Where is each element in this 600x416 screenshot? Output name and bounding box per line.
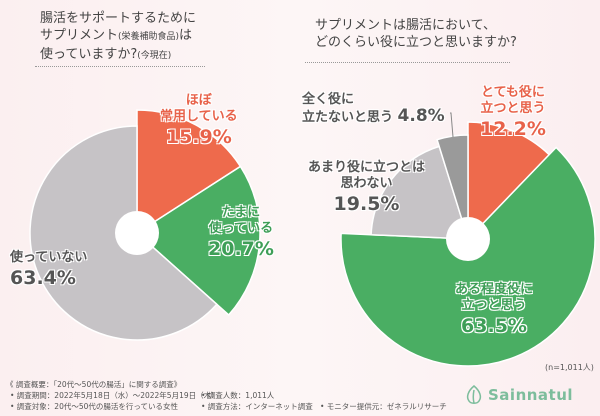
- label-not-useful: 全く役に立たないと思う 4.8%: [302, 92, 445, 126]
- q1-line3-text: 使っていますか?: [40, 47, 138, 62]
- pct-label: 12.2%: [480, 118, 546, 140]
- label-text: あまり役に立つとは: [308, 160, 426, 175]
- label-very-useful: とても役に 立つと思う 12.2%: [480, 85, 546, 141]
- pie-slice: [136, 109, 242, 235]
- footer-target: • 調査対象：20代〜50代の腸活を行っている女性: [10, 402, 179, 411]
- q1-line3-small: (今現在): [137, 51, 172, 61]
- label-text: とても役に: [480, 85, 545, 100]
- question-1: 腸活をサポートするために サプリメント(栄養補助食品)は 使っていますか?(今現…: [40, 10, 196, 65]
- label-text: 使っている: [208, 221, 274, 236]
- label-text: 全く役に: [302, 92, 355, 107]
- label-not-using: 使っていない 63.4%: [10, 250, 87, 290]
- footer-provider: • モニター提供元：ゼネラルリサーチ: [320, 402, 447, 411]
- label-text: たまに: [221, 205, 261, 220]
- label-text: 立つと思う: [480, 101, 546, 116]
- label-text: 立つと思う: [461, 298, 527, 313]
- footer-period: • 調査期間：2022年5月18日（水）〜2022年5月19日（木）: [10, 391, 219, 400]
- divider: [305, 62, 510, 63]
- label-text: ほぼ: [185, 93, 212, 108]
- pct-label: 63.5%: [461, 315, 527, 337]
- label-text: 思わない: [340, 176, 393, 191]
- q2-line1: サプリメントは腸活において、: [315, 18, 496, 33]
- pie-slice: [370, 145, 470, 240]
- footer-overview: 《 調査概要：「20代〜50代の腸活」に関する調査》: [6, 380, 182, 389]
- logo: Sainnatul: [465, 385, 573, 405]
- label-text: ある程度役に: [455, 282, 534, 297]
- label-text: 立たないと思う: [302, 110, 394, 125]
- label-somewhat-useful: ある程度役に 立つと思う 63.5%: [455, 282, 533, 338]
- pie-slice: [135, 165, 261, 316]
- logo-text: Sainnatul: [488, 386, 574, 404]
- label-sometimes: たまに 使っている 20.7%: [208, 205, 274, 261]
- donut-hole: [446, 217, 490, 261]
- label-text: 使っていない: [10, 250, 88, 265]
- leaf-logo-icon: [466, 385, 482, 404]
- pie-slice: [467, 121, 551, 241]
- q2-line2: どのくらい役に立つと思いますか?: [315, 35, 517, 50]
- pct-label: 19.5%: [333, 193, 400, 215]
- q1-line2-text: サプリメント: [40, 28, 119, 43]
- sample-size: (n=1,011人): [545, 363, 594, 372]
- q1-line1: 腸活をサポートするために: [40, 11, 197, 26]
- label-text: 常用している: [160, 109, 238, 124]
- q1-line2-small: (栄養補助食品): [118, 32, 180, 42]
- q1-line2: サプリメント(栄養補助食品)は: [40, 27, 196, 46]
- donut-hole: [115, 211, 159, 255]
- label-often: ほぼ 常用している 15.9%: [160, 93, 238, 149]
- q1-line2-end: は: [179, 28, 193, 43]
- pie-slice: [436, 134, 469, 240]
- label-not-very-useful: あまり役に立つとは 思わない 19.5%: [308, 160, 425, 216]
- divider: [35, 66, 205, 67]
- pct-label: 63.4%: [10, 267, 76, 289]
- footer-method: • 調査方法：インターネット調査: [201, 402, 313, 411]
- leader-line: [450, 112, 454, 138]
- pct-label: 4.8%: [397, 106, 445, 126]
- question-2: サプリメントは腸活において、 どのくらい役に立つと思いますか?: [315, 17, 517, 51]
- pct-label: 20.7%: [208, 238, 274, 260]
- footer-count: • 調査人数：1,011人: [201, 391, 275, 400]
- q1-line3: 使っていますか?(今現在): [40, 46, 196, 65]
- pct-label: 15.9%: [165, 126, 232, 148]
